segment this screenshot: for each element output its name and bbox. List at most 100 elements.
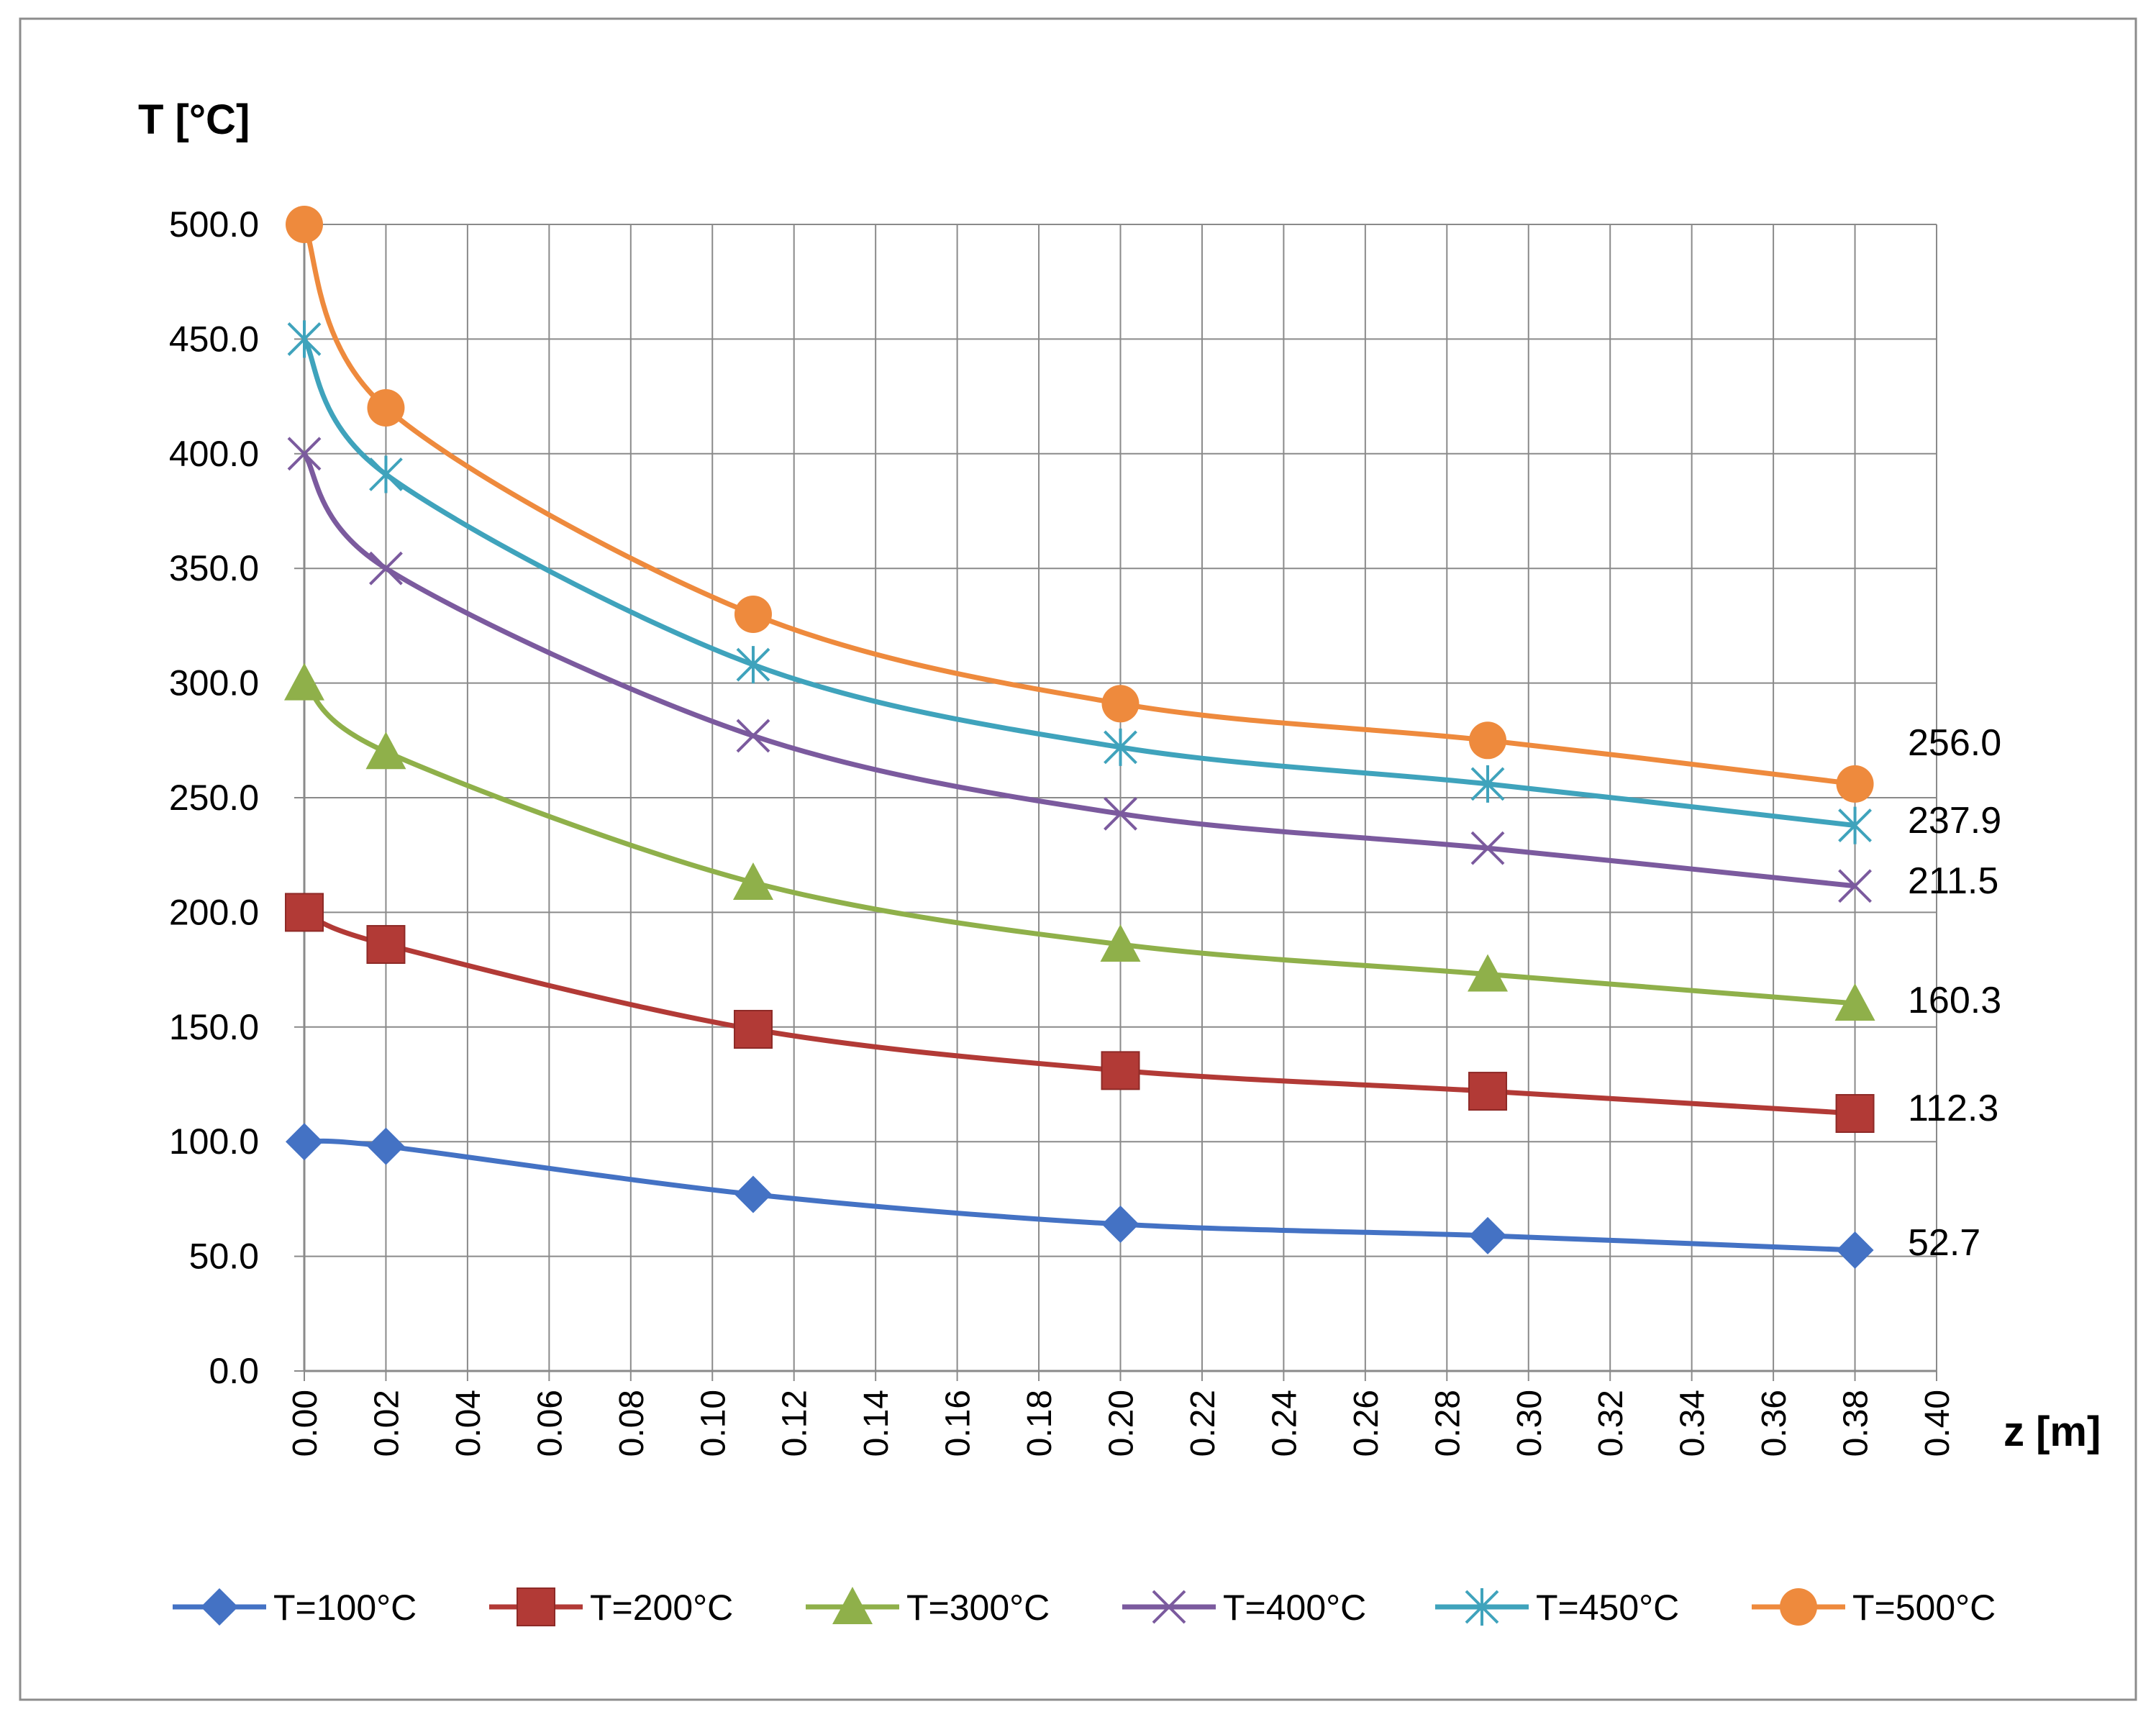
- data-point-marker: [1104, 728, 1137, 766]
- data-point-marker: [1101, 1205, 1140, 1243]
- data-point-marker: [1468, 954, 1509, 992]
- y-tick-label: 250.0: [169, 778, 259, 818]
- end-value-label: 112.3: [1908, 1088, 1998, 1129]
- data-point-marker: [284, 662, 324, 701]
- x-tick-label: 0.12: [776, 1390, 814, 1457]
- data-point-marker: [1470, 831, 1505, 865]
- series-line: [303, 910, 1855, 1116]
- marker-stroke: [736, 719, 770, 753]
- y-tick-label: 400.0: [169, 434, 259, 474]
- axes: 0.00 0.02 0.04 0.06 0.08 0.10 0.12 0.14 0.16 0.18…: [169, 204, 1957, 1457]
- data-point-marker: [732, 862, 773, 900]
- data-point-marker: [369, 551, 403, 586]
- data-point-marker: [1469, 1216, 1507, 1254]
- legend-marker: [517, 1587, 555, 1626]
- data-point-marker: [1838, 806, 1872, 844]
- data-point-marker: [367, 389, 405, 427]
- legend: T=100°C T=200°C T=300°C T=400°C T=450°C T=500…: [173, 1587, 1996, 1628]
- data-point-marker: [1468, 1072, 1508, 1111]
- x-tick-label: 0.34: [1674, 1390, 1712, 1457]
- y-tick-label: 100.0: [169, 1121, 259, 1162]
- y-tick-label: 200.0: [169, 892, 259, 932]
- series-star: [287, 320, 1872, 844]
- data-point-marker: [1834, 983, 1875, 1021]
- series-line: [302, 680, 1855, 1006]
- x-tick-label: 0.10: [694, 1390, 732, 1457]
- x-tick-label: 0.06: [531, 1390, 569, 1457]
- x-tick-label: 0.14: [858, 1390, 896, 1457]
- series-triangle: [284, 662, 1875, 1021]
- series-lines: [284, 206, 1875, 1269]
- data-point-marker: [1835, 1093, 1875, 1133]
- y-tick-label: 150.0: [169, 1007, 259, 1047]
- legend-label: T=300°C: [906, 1587, 1050, 1628]
- series-diamond: [286, 1123, 1874, 1269]
- marker-stroke: [1838, 869, 1872, 903]
- x-tick-label: 0.28: [1429, 1390, 1467, 1457]
- series-line: [304, 1138, 1855, 1253]
- data-point-marker: [287, 437, 322, 471]
- data-point-marker: [736, 646, 770, 684]
- data-point-marker: [734, 1175, 772, 1213]
- legend-label: T=450°C: [1536, 1587, 1679, 1628]
- end-value-label: 211.5: [1908, 860, 1998, 902]
- x-tick-label: 0.02: [368, 1390, 406, 1457]
- legend-item: T=400°C: [1122, 1587, 1366, 1628]
- legend-marker: [201, 1588, 238, 1626]
- legend-item: T=200°C: [489, 1587, 733, 1628]
- legend-label: T=400°C: [1223, 1587, 1366, 1628]
- chart-border: [19, 17, 2137, 1701]
- x-tick-label: 0.36: [1755, 1390, 1793, 1457]
- data-point-marker: [1470, 765, 1505, 803]
- end-value-label: 160.3: [1908, 980, 2001, 1021]
- y-tick-label: 350.0: [169, 548, 259, 588]
- x-tick-label: 0.18: [1021, 1390, 1059, 1457]
- data-point-marker: [1100, 924, 1141, 962]
- x-tick-label: 0.22: [1184, 1390, 1222, 1457]
- data-point-marker: [366, 925, 406, 965]
- marker-stroke: [1104, 796, 1137, 831]
- legend-item: T=500°C: [1752, 1587, 1996, 1628]
- x-tick-label: 0.30: [1511, 1390, 1549, 1457]
- x-tick-label: 0.16: [940, 1390, 978, 1457]
- legend-item: T=450°C: [1435, 1587, 1679, 1628]
- series-line: [301, 337, 1855, 829]
- x-tick-label: 0.32: [1592, 1390, 1630, 1457]
- end-value-label: 256.0: [1908, 722, 2001, 764]
- y-tick-label: 450.0: [169, 319, 259, 359]
- data-point-marker: [733, 1009, 773, 1049]
- marker-stroke: [287, 437, 322, 471]
- marker-stroke: [1152, 1590, 1186, 1624]
- legend-marker: [1152, 1590, 1186, 1624]
- legend-label: T=100°C: [273, 1587, 417, 1628]
- x-tick-label: 0.24: [1265, 1390, 1304, 1457]
- x-tick-label: 0.08: [613, 1390, 651, 1457]
- y-tick-label: 300.0: [169, 663, 259, 703]
- x-tick-label: 0.26: [1347, 1390, 1386, 1457]
- gridlines: [304, 224, 1937, 1372]
- x-axis-title: z [m]: [2003, 1408, 2101, 1455]
- legend-label: T=500°C: [1852, 1587, 1996, 1628]
- series-x: [287, 437, 1872, 903]
- x-tick-label: 0.04: [450, 1390, 488, 1457]
- y-axis-title: T [°C]: [138, 96, 250, 143]
- end-value-label: 52.7: [1908, 1222, 1980, 1264]
- x-tick-label: 0.38: [1837, 1390, 1875, 1457]
- x-tick-label: 0.00: [286, 1390, 324, 1457]
- x-tick-label: 0.20: [1103, 1390, 1141, 1457]
- data-point-marker: [286, 206, 323, 243]
- data-point-marker: [285, 893, 324, 932]
- data-point-marker: [369, 455, 403, 493]
- data-point-marker: [365, 732, 406, 770]
- series-circle: [286, 206, 1874, 803]
- data-point-marker: [286, 1123, 323, 1161]
- series-square: [285, 893, 1875, 1133]
- data-point-marker: [1104, 796, 1137, 831]
- y-tick-label: 50.0: [189, 1236, 259, 1277]
- legend-marker: [832, 1587, 873, 1624]
- legend-item: T=100°C: [173, 1587, 417, 1628]
- y-tick-label: 500.0: [169, 204, 259, 245]
- legend-label: T=200°C: [590, 1587, 733, 1628]
